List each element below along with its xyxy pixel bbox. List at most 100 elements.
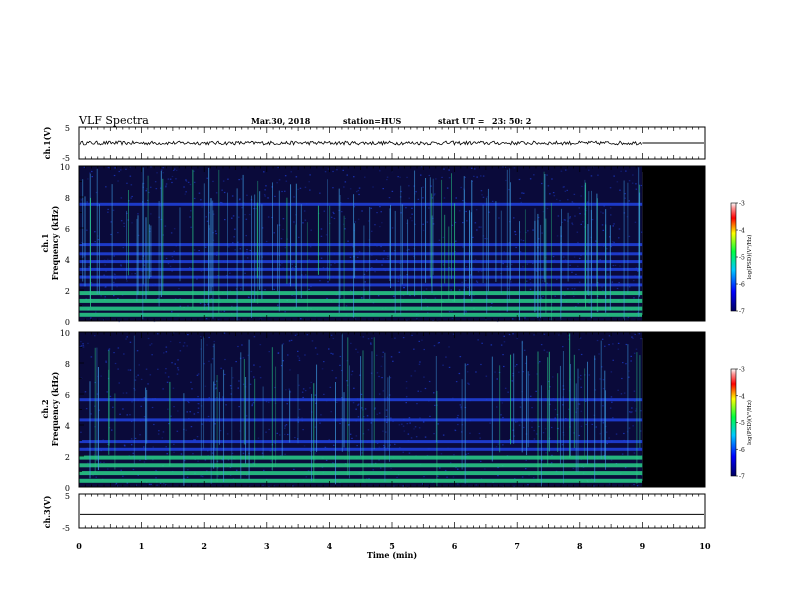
ch1-spectrogram-noise xyxy=(610,246,613,248)
ch1-spectrogram-noise xyxy=(130,184,133,186)
ch1-spectrogram-noise xyxy=(298,236,300,238)
ch2-spectrogram-noise xyxy=(521,476,524,478)
ch1-spectrogram-noise xyxy=(190,226,192,228)
ch2-spectrogram-noise xyxy=(417,390,419,392)
ch2-spectrogram-noise xyxy=(336,401,338,403)
ch2-spectrogram-noise xyxy=(481,342,483,344)
ch1-spectrogram-noise xyxy=(171,181,173,184)
ch2-spectrogram-noise xyxy=(634,400,636,402)
ch2-spectrogram-noise xyxy=(598,353,600,355)
ch1-spectrogram-noise xyxy=(212,213,215,215)
ch1-spectrogram-noise xyxy=(520,201,522,203)
ch2-spectrogram-noise xyxy=(398,351,401,353)
ch2-spectrogram-noise xyxy=(611,401,613,403)
ch1-spectrogram-noise xyxy=(542,295,544,297)
ch2-spectrogram-noise xyxy=(245,415,248,417)
ch1-spectrogram-noise xyxy=(208,212,210,214)
ch2-spectrogram-noise xyxy=(339,355,342,358)
ch1-spectrogram-noise xyxy=(308,181,310,183)
ch2-spectrogram-noise xyxy=(500,344,503,346)
ch1-spectrogram-noise xyxy=(380,245,382,248)
ch2-spectrogram-noise xyxy=(405,387,408,389)
ch1-spectrogram-noise xyxy=(282,218,285,220)
ch1-spectrogram-noise xyxy=(597,174,599,176)
ch2-spectrogram-noise xyxy=(265,401,268,403)
x-tick-label-1: 1 xyxy=(139,541,145,551)
cb2-label: log(PSD)(V²/Hz) xyxy=(746,400,753,445)
ch2-spectrogram-noise xyxy=(207,454,209,457)
ch1-spectrogram-noise xyxy=(415,191,417,193)
ch2-spectrogram-noise xyxy=(422,483,424,485)
ch1-spectrogram-noise xyxy=(569,217,571,219)
ch1-spectrogram-noise xyxy=(90,317,92,319)
ch1-spectrogram-noise xyxy=(399,274,401,276)
ch2-spectrogram-noise xyxy=(515,421,517,423)
ch2-spectrogram-noise xyxy=(608,344,610,346)
ch1-spectrogram-panel: 10 8 6 4 2 0 ch.1 Frequency (kHz) xyxy=(40,163,706,327)
ch1-spectrogram-band xyxy=(79,260,643,264)
ch1-spectrogram-noise xyxy=(406,222,408,224)
ch1-spectrogram-noise xyxy=(231,305,233,307)
ch1-spectrogram-noise xyxy=(585,250,588,252)
ch1-spectrogram-noise xyxy=(293,221,295,223)
ch1-spectrogram-noise xyxy=(406,176,408,178)
ch2-spectrogram-noise xyxy=(475,484,477,486)
ch1-spectrogram-noise xyxy=(238,319,240,321)
ch2-spectrogram-noise xyxy=(386,396,389,398)
ch1-spectrogram-noise xyxy=(409,217,412,219)
ch2-spectrogram-noise xyxy=(535,390,537,392)
ch1-spectrogram-noise xyxy=(88,266,90,268)
ch2-spectrogram-noise xyxy=(105,360,107,362)
ch1-spectrogram-noise xyxy=(451,310,453,312)
ch2-spectrogram-noise xyxy=(500,414,502,416)
ch1-spectrogram-noise xyxy=(522,266,524,268)
ch2-spectrogram-noise xyxy=(631,411,633,413)
ch1-spectrogram-noise xyxy=(577,241,579,244)
ch1-spectrogram-noise xyxy=(566,189,568,191)
ch1-spectrogram-noise xyxy=(319,192,321,194)
ch2-spectrogram-noise xyxy=(546,351,548,353)
ch2-spectrogram-noise xyxy=(288,340,291,342)
ch1-spectrogram-noise xyxy=(320,257,323,259)
ch1-spectrogram-noise xyxy=(279,264,281,266)
ch2-spectrogram-noise xyxy=(612,343,614,345)
ch2-spectrogram-noise xyxy=(102,439,104,441)
ch2-spectrogram-noise xyxy=(126,482,129,484)
ch2-spectrogram-image xyxy=(79,332,705,489)
ch2-spectrogram-noise xyxy=(561,444,564,446)
ch2-spectrogram-noise xyxy=(442,434,445,436)
ch2-spectrogram-noise xyxy=(389,377,392,379)
ch2-spectrogram-noise xyxy=(123,444,126,446)
ch1-spectrogram-noise xyxy=(515,246,517,249)
ch2-spectrogram-noise xyxy=(329,386,332,388)
ch1-spectrogram-noise xyxy=(482,175,485,177)
ch1-spectrogram-noise xyxy=(612,225,614,227)
ch2-spectrogram-noise xyxy=(480,460,482,462)
ch2-spectrogram-noise xyxy=(197,373,200,375)
ch2-spectrogram-noise xyxy=(621,453,624,455)
ch2-spectrogram-noise xyxy=(333,444,335,446)
ch2-spectrogram-noise xyxy=(405,402,407,404)
ch2-spectrogram-noise xyxy=(186,411,188,413)
ch2-spectrogram-noise xyxy=(159,482,162,484)
ch2-spectrogram-noise xyxy=(94,335,96,337)
ch1-spectrogram-noise xyxy=(95,311,97,313)
ch2-spectrogram-noise xyxy=(122,475,124,477)
ch2-spectrogram-noise xyxy=(82,343,84,345)
ch2-spectrogram-noise xyxy=(224,358,226,361)
ch2-spectrogram-noise xyxy=(130,438,133,440)
ch2-spectrogram-noise xyxy=(153,423,155,426)
ch1-spectrogram-noise xyxy=(431,197,434,199)
ch1-spectrogram-noise xyxy=(247,296,250,298)
ch2-spectrogram-noise xyxy=(502,444,504,446)
ch1-spectrogram-noise xyxy=(628,235,631,237)
ch2-spectrogram-noise xyxy=(237,345,239,348)
ch2-spectrogram-noise xyxy=(402,451,404,453)
ch1-spectrogram-noise xyxy=(193,181,196,183)
ch1-spectrogram-noise xyxy=(477,271,480,273)
ch1-spectrogram-noise xyxy=(215,192,218,194)
ch2-spectrogram-noise xyxy=(274,402,277,404)
ch2-spectrogram-noise xyxy=(186,345,188,347)
ch2-spectrogram-noise xyxy=(602,405,604,407)
ch2-spectrogram-noise xyxy=(87,342,89,344)
